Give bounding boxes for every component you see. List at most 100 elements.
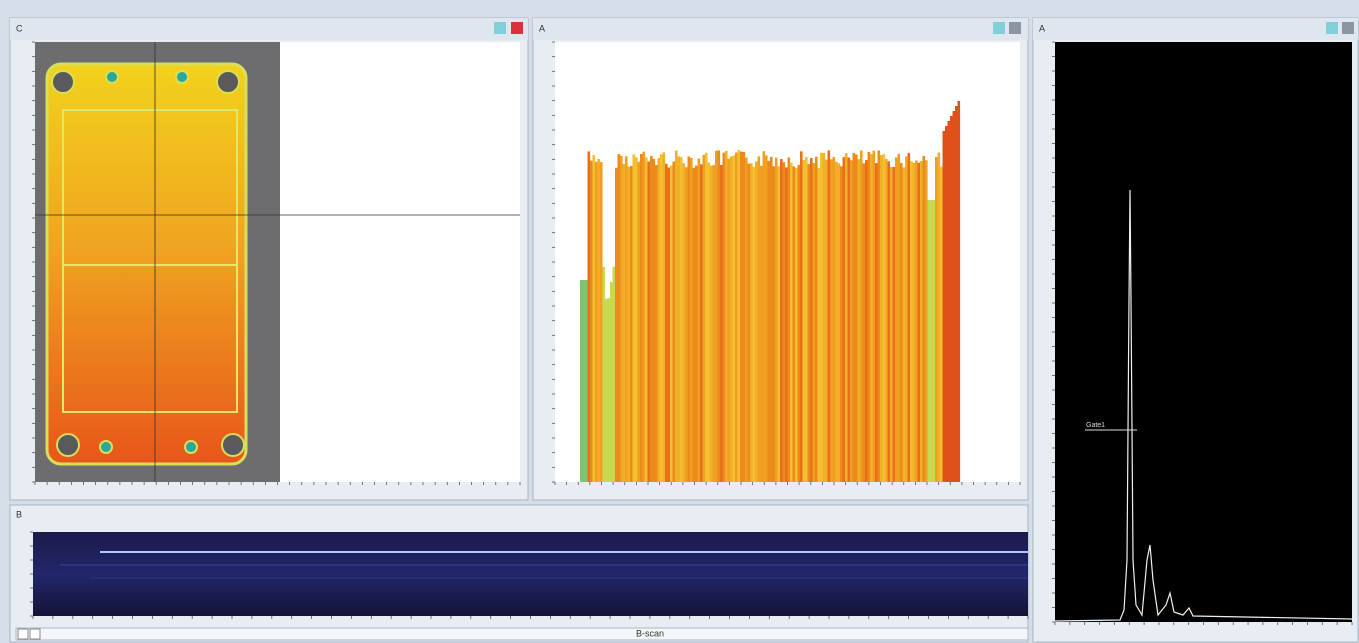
profile-bar [622,163,626,482]
profile-bar [932,200,936,482]
profile-bar [687,156,691,483]
profile-bar [797,164,801,482]
profile-bar [617,154,621,482]
profile-bar [847,157,851,483]
profile-bar [722,152,726,482]
profile-bar [890,167,893,482]
profile-bar [807,164,811,483]
profile-bar [880,155,883,483]
profile-bar [875,163,878,482]
profile-bar [725,150,728,482]
profile-bar [592,155,596,482]
panel-title: A [1039,23,1045,33]
profile-bar [642,151,646,482]
maximize-button[interactable] [1326,22,1338,34]
cscan-panel: C [9,17,529,501]
profile-bar [950,116,953,482]
profile-bar [587,151,591,482]
profile-bar [700,164,703,483]
profile-bar [600,162,603,482]
profile-bar [780,158,783,482]
profile-bar [942,131,946,482]
profile-bar [692,167,696,482]
profile-bar [905,156,908,483]
profile-bar [835,161,838,482]
profile-bar [805,157,808,482]
profile-bar [865,159,868,482]
maximize-button[interactable] [993,22,1005,34]
profile-bar [690,157,693,483]
profile-bar [607,298,611,482]
profile-bar [817,167,821,483]
profile-bar [947,121,951,482]
profile-bar [707,162,711,482]
gate-label: Gate1 [1086,422,1105,429]
profile-bar [845,153,848,482]
profile-bar [655,165,658,483]
profile-bar [827,150,831,483]
profile-bar [925,160,928,482]
maximize-button[interactable] [494,22,506,34]
profile-bar [605,298,608,482]
profile-bar [945,126,948,482]
profile-bar [635,157,638,482]
axis-caption: B-scan [636,628,664,638]
profile-bar [920,160,923,482]
profile-bar [882,154,886,483]
profile-bar [820,152,823,482]
profile-bar [757,156,761,482]
profile-bar [862,163,866,482]
profile-bar [785,167,788,483]
profile-bar [857,159,861,482]
profile-bar [660,154,663,483]
profile-bar [955,106,958,482]
profile-bar [770,156,773,482]
profile-bar [952,111,956,482]
profile-bar [597,158,601,482]
profile-bar [705,152,708,482]
profile-bar [595,161,598,482]
profile-bar [732,155,736,483]
profile-bar [810,157,813,482]
profile-bar [895,157,898,482]
profile-bar [625,156,628,482]
scroll-right[interactable] [29,628,41,640]
profile-bar [850,160,853,482]
scroll-left[interactable] [17,628,29,640]
profile-bar [907,152,911,483]
profile-bar [740,151,743,483]
scrollbar[interactable] [15,627,1029,641]
profile-bar [902,167,906,482]
profile-bar [612,266,616,482]
profile-bar [675,150,678,482]
ascan-profile-panel: A [532,17,1029,501]
profile-bar [892,167,896,482]
profile-bar [815,156,818,482]
profile-bar [712,164,716,482]
profile-bar [795,167,798,482]
close-button[interactable] [511,22,523,34]
profile-bar [677,156,681,482]
panel-title: C [16,23,23,33]
profile-bar [940,166,943,483]
profile-bar [772,166,776,482]
profile-bar [672,161,676,482]
close-button[interactable] [1009,22,1021,34]
profile-bar [680,157,683,482]
profile-bar [887,161,891,482]
profile-bar [727,158,731,482]
profile-bar [745,157,748,482]
profile-bar [695,165,698,483]
profile-bar [697,158,701,483]
profile-bar [762,151,766,483]
profile-bar [792,166,796,482]
profile-bar [822,153,826,482]
panel-title: A [539,23,545,33]
profile-bar [632,154,636,482]
close-button[interactable] [1342,22,1354,34]
profile-bar [667,167,671,482]
bscan-panel: B B-scan [9,504,1029,643]
profile-bar [590,160,593,483]
profile-bar [670,165,673,482]
